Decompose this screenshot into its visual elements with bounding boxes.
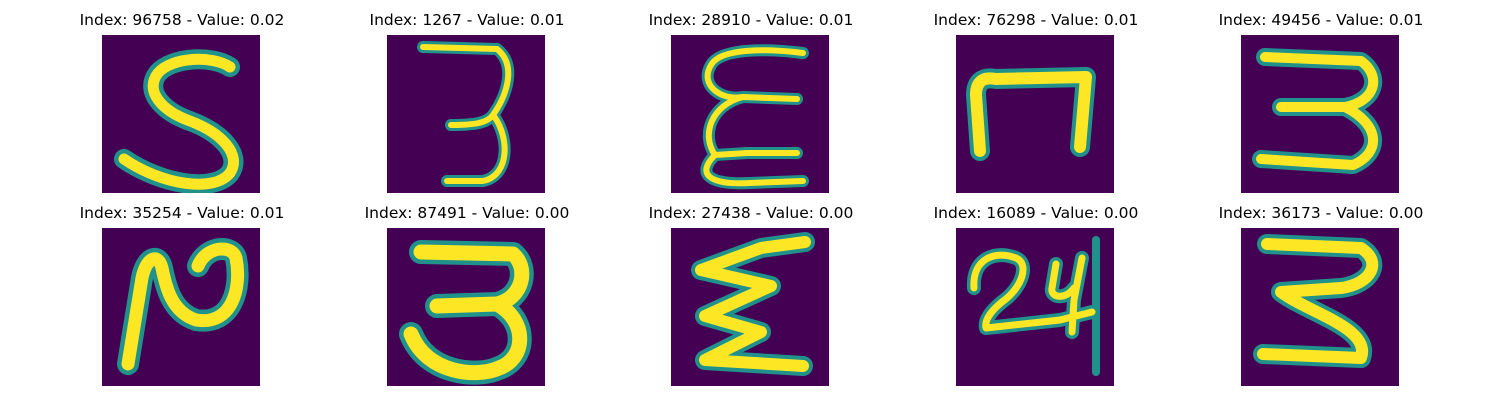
panel-title: Index: 49456 - Value: 0.01 [1218,11,1424,29]
digit-3-image [387,228,545,386]
panel-title: Index: 16089 - Value: 0.00 [933,204,1139,222]
digit-3-image [1241,35,1399,193]
panel-title: Index: 96758 - Value: 0.02 [79,11,285,29]
digit-3-image [1241,228,1399,386]
digit-3-image [387,35,545,193]
panel-title: Index: 87491 - Value: 0.00 [364,204,570,222]
panel-title: Index: 35254 - Value: 0.01 [79,204,285,222]
digit-2-image [102,228,260,386]
panel-title: Index: 36173 - Value: 0.00 [1218,204,1424,222]
panel-title: Index: 76298 - Value: 0.01 [933,11,1139,29]
digit-n-image [956,35,1114,193]
digit-e-image [671,228,829,386]
panel-title: Index: 27438 - Value: 0.00 [648,204,854,222]
panel-title: Index: 28910 - Value: 0.01 [648,11,854,29]
panel-title: Index: 1267 - Value: 0.01 [369,11,565,29]
digit-e-image [671,35,829,193]
digit-5-image [102,35,260,193]
digit-24-image [956,228,1114,386]
